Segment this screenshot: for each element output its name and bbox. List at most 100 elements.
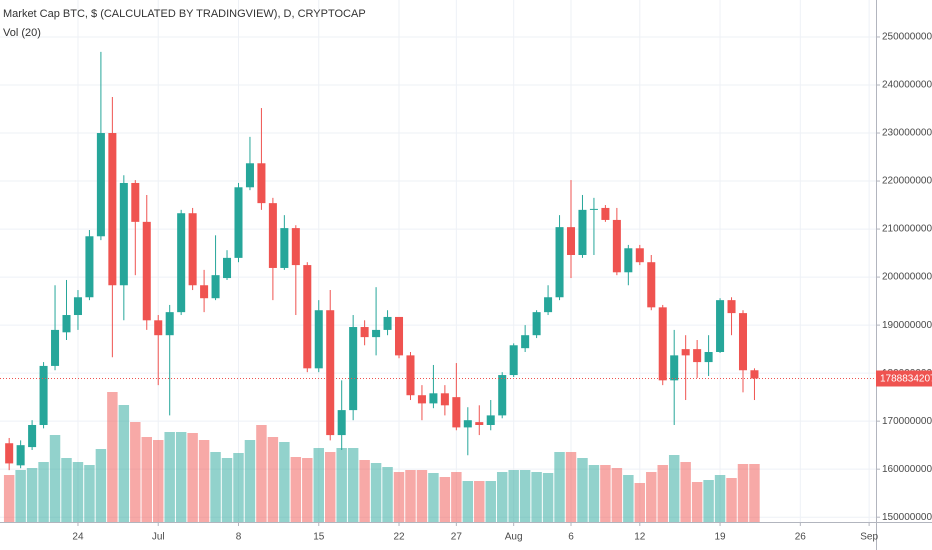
volume-bar (474, 481, 485, 522)
candle-body (303, 265, 312, 369)
candle-body (555, 227, 564, 298)
volume-bar (187, 433, 198, 522)
volume-bar (393, 472, 405, 522)
candle-body (154, 320, 163, 336)
candle-body (406, 355, 415, 396)
volume-bar (49, 435, 61, 522)
candle-body (349, 327, 358, 411)
candle-body (51, 329, 60, 366)
volume-bar (198, 440, 210, 522)
volume-bar (141, 437, 152, 522)
candle-body (475, 422, 484, 425)
x-tick-label: 24 (72, 532, 84, 543)
volume-bar (118, 405, 130, 522)
volume-bar (359, 460, 370, 522)
y-tick-label: 160000000000 (882, 464, 932, 475)
candle-body (73, 297, 82, 316)
last-price-badge (876, 370, 932, 387)
candle-body (360, 327, 369, 338)
candle-body (486, 415, 495, 425)
candle-body (62, 315, 71, 333)
candle-body (268, 203, 277, 268)
volume-bar (347, 448, 359, 522)
x-tick-label: 27 (451, 532, 463, 543)
grid (0, 0, 876, 522)
x-tick-label: 26 (795, 532, 807, 543)
candle-body (693, 349, 702, 363)
candle-body (39, 365, 48, 425)
volume-bar (600, 465, 611, 522)
candle-body (681, 349, 690, 356)
x-tick-label: 8 (236, 532, 242, 543)
volume-bar (519, 470, 531, 522)
x-tick-label: 19 (715, 532, 727, 543)
candle-body (716, 300, 725, 353)
candle-body (314, 310, 323, 369)
volume-bar (691, 482, 703, 522)
candle-body (532, 312, 541, 336)
candle-body (131, 182, 140, 222)
volume-bar (61, 458, 72, 522)
volume-bar (657, 465, 668, 522)
y-tick-label: 230000000000 (882, 128, 932, 139)
x-tick-label: 15 (313, 532, 325, 543)
candle-body (5, 443, 14, 464)
volume-bar (95, 449, 107, 522)
volume-bar (531, 472, 542, 522)
volume-bar (302, 458, 313, 522)
volume-bar (737, 464, 749, 522)
y-tick-label: 210000000000 (882, 224, 932, 235)
x-tick-label: 6 (568, 532, 574, 543)
candle-body (372, 329, 381, 338)
candle-pane (0, 51, 876, 471)
candle-body (395, 316, 404, 356)
axes: 1500000000001600000000001700000000001800… (72, 32, 932, 543)
volume-bar (714, 475, 726, 522)
volume-bar (370, 463, 382, 522)
x-tick-label: Sep (860, 532, 878, 543)
candle-body (28, 424, 37, 448)
volume-bar (3, 475, 15, 522)
candle-body (383, 316, 392, 330)
volume-bar (84, 465, 95, 522)
candle-body (417, 395, 426, 404)
volume-bar (279, 442, 290, 522)
volume-bar (451, 472, 462, 522)
y-tick-label: 190000000000 (882, 320, 932, 331)
volume-bar (749, 464, 760, 522)
volume-bar (26, 468, 38, 522)
candle-body (245, 163, 254, 188)
candle-body (188, 213, 197, 286)
x-tick-label: Aug (505, 532, 523, 543)
volume-bar (726, 478, 737, 522)
y-tick-label: 240000000000 (882, 80, 932, 91)
volume-bar (646, 472, 657, 522)
volume-bar (382, 467, 393, 522)
candle-body (601, 207, 610, 220)
volume-bar (256, 425, 267, 522)
volume-bar (164, 432, 175, 522)
candle-body (280, 228, 289, 268)
volume-pane (3, 392, 760, 522)
volume-bar (508, 470, 519, 522)
last-price-label: 178883420728 (880, 374, 932, 385)
candle-body (624, 248, 633, 273)
candle-body (429, 393, 438, 404)
volume-bar (439, 477, 451, 522)
volume-bar (107, 392, 118, 522)
volume-bar (210, 452, 221, 522)
candle-body (612, 219, 621, 273)
volume-bar (496, 472, 508, 522)
x-tick-label: Jul (152, 532, 165, 543)
candle-body (16, 445, 25, 466)
y-tick-label: 150000000000 (882, 512, 932, 523)
volume-bar (577, 458, 588, 522)
volume-bar (130, 422, 141, 522)
volume-bar (290, 457, 302, 522)
volume-bar (175, 432, 187, 522)
candle-body (337, 410, 346, 436)
candle-body (119, 182, 128, 286)
candle-body (578, 209, 587, 255)
candle-body (704, 352, 713, 363)
volume-bar (38, 462, 49, 522)
